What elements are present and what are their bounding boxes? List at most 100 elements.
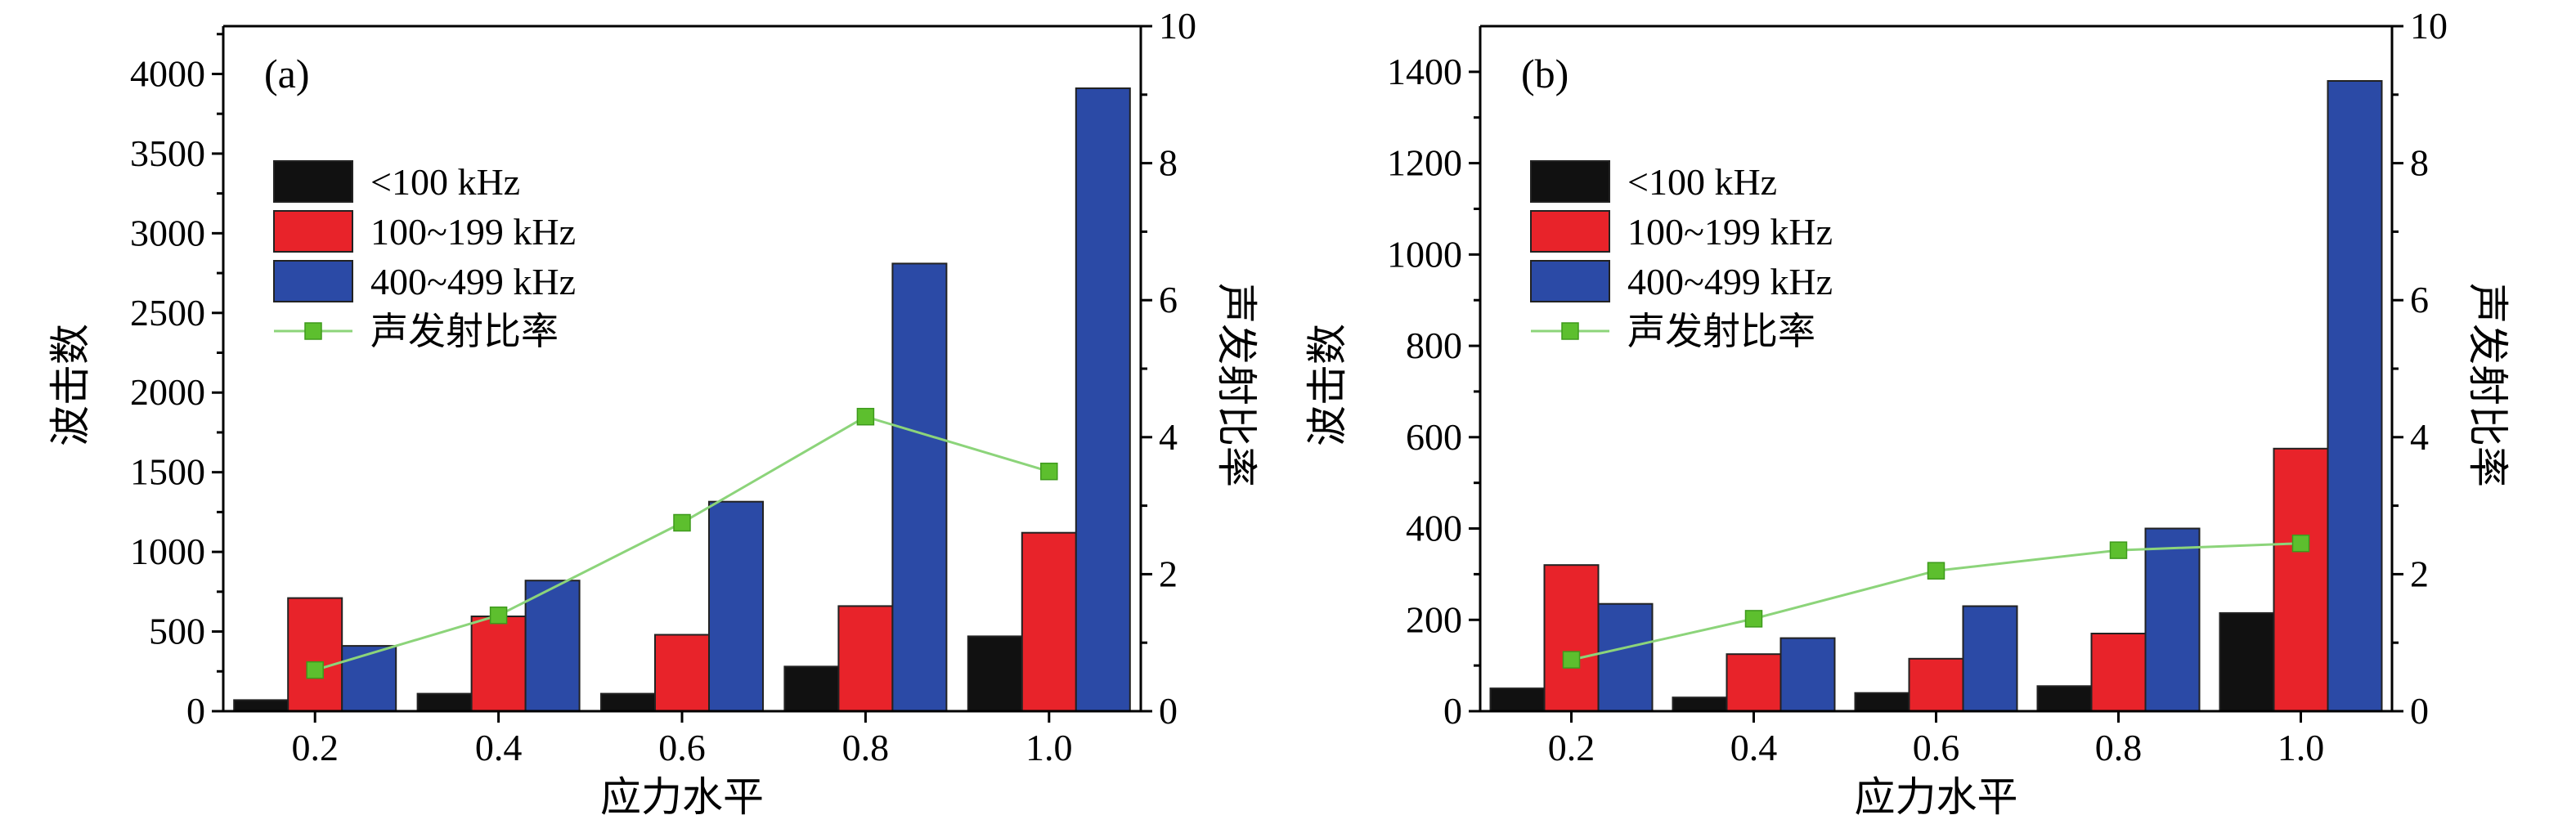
ratio-point-0.4 [489, 606, 508, 625]
legend-swatch [273, 160, 353, 203]
panel-b: 0 200 400 600 800 1000 1200 1400 0 2 4 6 8 10 0.2 0.4 0.… [1304, 5, 2511, 821]
bar-100-199-kHz-1.0 [1021, 531, 1077, 713]
right-tick-label: 4 [2410, 416, 2429, 458]
bar-100-199-kHz-0.2 [1543, 564, 1600, 713]
bar--100-kHz-0.6 [600, 692, 656, 712]
left-tick-label: 500 [149, 611, 205, 652]
legend-label: 声发射比率 [370, 309, 559, 353]
panel-a: 0500100015002000250030003500400002468100… [47, 5, 1260, 821]
legend-swatch [1530, 160, 1610, 203]
left-tick-label: 2500 [130, 292, 205, 334]
legend-label: <100 kHz [1627, 161, 1777, 203]
panel-label: (a) [264, 51, 310, 96]
bar-100-199-kHz-0.2 [287, 597, 343, 712]
left-tick-label: 2000 [130, 371, 205, 413]
left-tick-label: 3500 [130, 132, 205, 174]
legend-label: 100~199 kHz [1627, 211, 1833, 253]
right-y-axis-title: 声发射比率 [2464, 283, 2511, 487]
bar-100-199-kHz-1.0 [2273, 447, 2329, 712]
bar-400-499-kHz-0.4 [1779, 637, 1836, 712]
bar-100-199-kHz-0.6 [654, 634, 710, 712]
left-tick-label: 1500 [130, 451, 205, 493]
legend-marker [304, 322, 322, 340]
right-tick-label: 10 [1159, 5, 1196, 47]
ratio-point-0.2 [306, 661, 324, 679]
left-tick-label: 1200 [1387, 142, 1462, 184]
left-tick-label: 200 [1406, 598, 1462, 640]
left-tick-label: 1000 [1387, 233, 1462, 275]
bar--100-kHz-0.2 [233, 699, 289, 713]
bar-100-199-kHz-0.8 [2090, 633, 2147, 712]
right-tick-label: 2 [2410, 553, 2429, 594]
left-tick-label: 1000 [130, 531, 205, 572]
left-tick-label: 4000 [130, 52, 205, 94]
legend-label: <100 kHz [370, 161, 520, 203]
left-tick-label: 3000 [130, 212, 205, 253]
bar--100-kHz-0.2 [1489, 687, 1546, 712]
bar-400-499-kHz-0.8 [2144, 527, 2201, 712]
x-axis-title: 应力水平 [1855, 773, 2018, 821]
ratio-point-0.6 [1927, 562, 1945, 580]
left-y-axis-title: 波击数 [1304, 324, 1351, 446]
legend-swatch [1530, 210, 1610, 253]
ratio-point-0.8 [856, 407, 875, 426]
bar-100-199-kHz-0.4 [1726, 653, 1782, 713]
bar-400-499-kHz-0.2 [1597, 602, 1654, 713]
legend: <100 kHz 100~199 kHz 400~499 kHz 声发射比率 [273, 160, 576, 353]
x-tick-label: 0.8 [2095, 727, 2143, 768]
bar-400-499-kHz-0.4 [524, 580, 581, 713]
ratio-point-1.0 [2291, 534, 2310, 553]
bar-400-499-kHz-1.0 [2327, 80, 2383, 712]
x-tick-label: 0.4 [1730, 727, 1778, 768]
left-y-axis-title: 波击数 [47, 324, 94, 446]
left-tick-label: 400 [1406, 508, 1462, 549]
right-y-axis-title: 声发射比率 [1213, 283, 1260, 487]
left-tick-label: 800 [1406, 325, 1462, 366]
bar--100-kHz-0.8 [2036, 685, 2093, 712]
bar--100-kHz-1.0 [2219, 611, 2275, 713]
right-tick-label: 2 [1159, 553, 1178, 594]
bar-400-499-kHz-1.0 [1075, 87, 1131, 712]
x-tick-label: 0.2 [1548, 727, 1595, 768]
bar-100-199-kHz-0.4 [470, 616, 527, 712]
legend-marker [1561, 322, 1579, 340]
bar-100-199-kHz-0.8 [837, 605, 894, 713]
right-tick-label: 6 [1159, 279, 1178, 320]
x-tick-label: 0.8 [842, 727, 890, 768]
x-tick-label: 0.4 [475, 727, 523, 768]
legend-label: 400~499 kHz [370, 261, 576, 302]
left-tick-label: 600 [1406, 416, 1462, 458]
left-tick-label: 0 [1443, 690, 1462, 732]
bar-400-499-kHz-0.6 [708, 500, 764, 712]
legend-label: 100~199 kHz [370, 211, 576, 253]
bar--100-kHz-0.4 [1672, 696, 1728, 713]
x-tick-label: 1.0 [2278, 727, 2325, 768]
right-tick-label: 4 [1159, 416, 1178, 458]
bar-400-499-kHz-0.8 [891, 262, 948, 712]
bar-100-199-kHz-0.6 [1908, 657, 1964, 712]
bar--100-kHz-0.8 [783, 665, 840, 713]
right-tick-label: 0 [2410, 690, 2429, 732]
ratio-point-0.6 [673, 513, 691, 532]
ratio-point-0.4 [1744, 610, 1763, 628]
x-axis-title: 应力水平 [600, 773, 764, 821]
x-tick-label: 0.2 [291, 727, 339, 768]
left-tick-label: 0 [186, 690, 205, 732]
ratio-point-0.8 [2109, 541, 2128, 559]
bar--100-kHz-0.4 [416, 692, 473, 712]
bar-400-499-kHz-0.6 [1962, 605, 2018, 712]
right-tick-label: 0 [1159, 690, 1178, 732]
legend: <100 kHz 100~199 kHz 400~499 kHz 声发射比率 [1530, 160, 1833, 353]
legend-swatch [273, 210, 353, 253]
bar-400-499-kHz-0.2 [341, 645, 397, 712]
x-tick-label: 0.6 [658, 727, 706, 768]
ratio-point-1.0 [1040, 462, 1058, 481]
bar--100-kHz-0.6 [1854, 692, 1910, 713]
legend-swatch [1530, 260, 1610, 302]
ratio-point-0.2 [1562, 651, 1581, 669]
x-tick-label: 1.0 [1025, 727, 1073, 768]
x-tick-label: 0.6 [1913, 727, 1960, 768]
legend-swatch [273, 260, 353, 302]
left-tick-label: 1400 [1387, 51, 1462, 92]
